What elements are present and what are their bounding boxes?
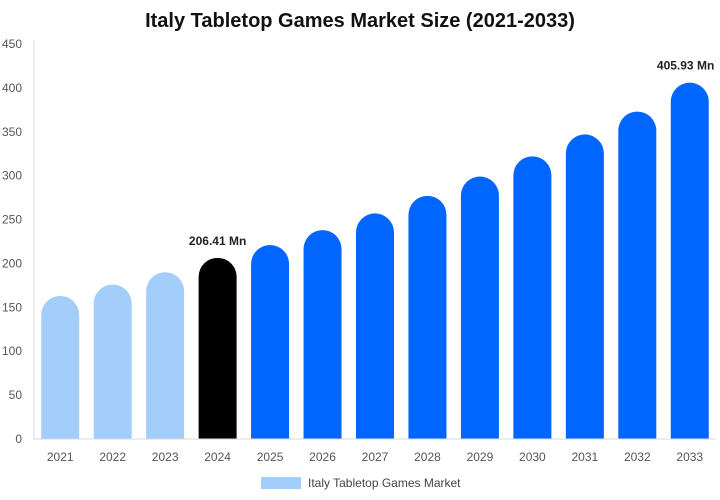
legend-swatch bbox=[261, 477, 301, 489]
x-tick-label: 2028 bbox=[414, 450, 441, 464]
bar-2021[interactable] bbox=[41, 295, 80, 439]
bar-2033[interactable] bbox=[670, 82, 709, 440]
y-tick-label: 300 bbox=[2, 169, 22, 183]
legend-label: Italy Tabletop Games Market bbox=[308, 476, 461, 490]
y-axis: 0 50 100 150 200 250 300 350 400 450 bbox=[2, 37, 35, 446]
bar-2032[interactable] bbox=[618, 111, 657, 439]
x-tick-label: 2033 bbox=[676, 450, 703, 464]
bar-2024[interactable] bbox=[198, 257, 237, 439]
x-tick-label: 2024 bbox=[204, 450, 231, 464]
y-tick-label: 400 bbox=[2, 81, 22, 95]
bar-2030[interactable] bbox=[513, 156, 552, 439]
bar-2027[interactable] bbox=[356, 213, 394, 439]
data-label-2033: 405.93 Mn bbox=[657, 59, 714, 73]
x-tick-label: 2031 bbox=[571, 450, 598, 464]
x-tick-label: 2027 bbox=[362, 450, 389, 464]
bar-2029[interactable] bbox=[460, 176, 499, 440]
x-tick-label: 2030 bbox=[519, 450, 546, 464]
y-tick-label: 450 bbox=[2, 37, 22, 51]
data-labels: 206.41 Mn 405.93 Mn bbox=[189, 59, 714, 248]
bar-2023[interactable] bbox=[146, 272, 185, 439]
y-tick-label: 250 bbox=[2, 213, 22, 227]
y-tick-label: 150 bbox=[2, 300, 22, 314]
x-tick-label: 2023 bbox=[152, 450, 179, 464]
x-tick-label: 2029 bbox=[467, 450, 494, 464]
bars bbox=[41, 82, 709, 440]
x-tick-label: 2021 bbox=[47, 450, 74, 464]
x-tick-label: 2032 bbox=[624, 450, 651, 464]
bar-2022[interactable] bbox=[93, 284, 132, 439]
bar-2028[interactable] bbox=[408, 195, 447, 439]
bar-2025[interactable] bbox=[251, 245, 290, 439]
y-tick-label: 350 bbox=[2, 125, 22, 139]
y-tick-label: 0 bbox=[15, 432, 22, 446]
bar-2031[interactable] bbox=[565, 134, 604, 439]
x-tick-label: 2025 bbox=[257, 450, 284, 464]
x-tick-label: 2026 bbox=[309, 450, 336, 464]
data-label-2024: 206.41 Mn bbox=[189, 234, 246, 248]
chart-title: Italy Tabletop Games Market Size (2021-2… bbox=[145, 10, 575, 32]
bar-2026[interactable] bbox=[303, 230, 342, 439]
legend[interactable]: Italy Tabletop Games Market bbox=[261, 476, 461, 490]
y-tick-label: 50 bbox=[9, 388, 23, 402]
y-tick-label: 200 bbox=[2, 256, 22, 270]
x-axis: 2021 2022 2023 2024 2025 2026 2027 2028 2029 2030… bbox=[34, 438, 716, 464]
x-tick-label: 2022 bbox=[99, 450, 126, 464]
y-tick-label: 100 bbox=[2, 344, 22, 358]
